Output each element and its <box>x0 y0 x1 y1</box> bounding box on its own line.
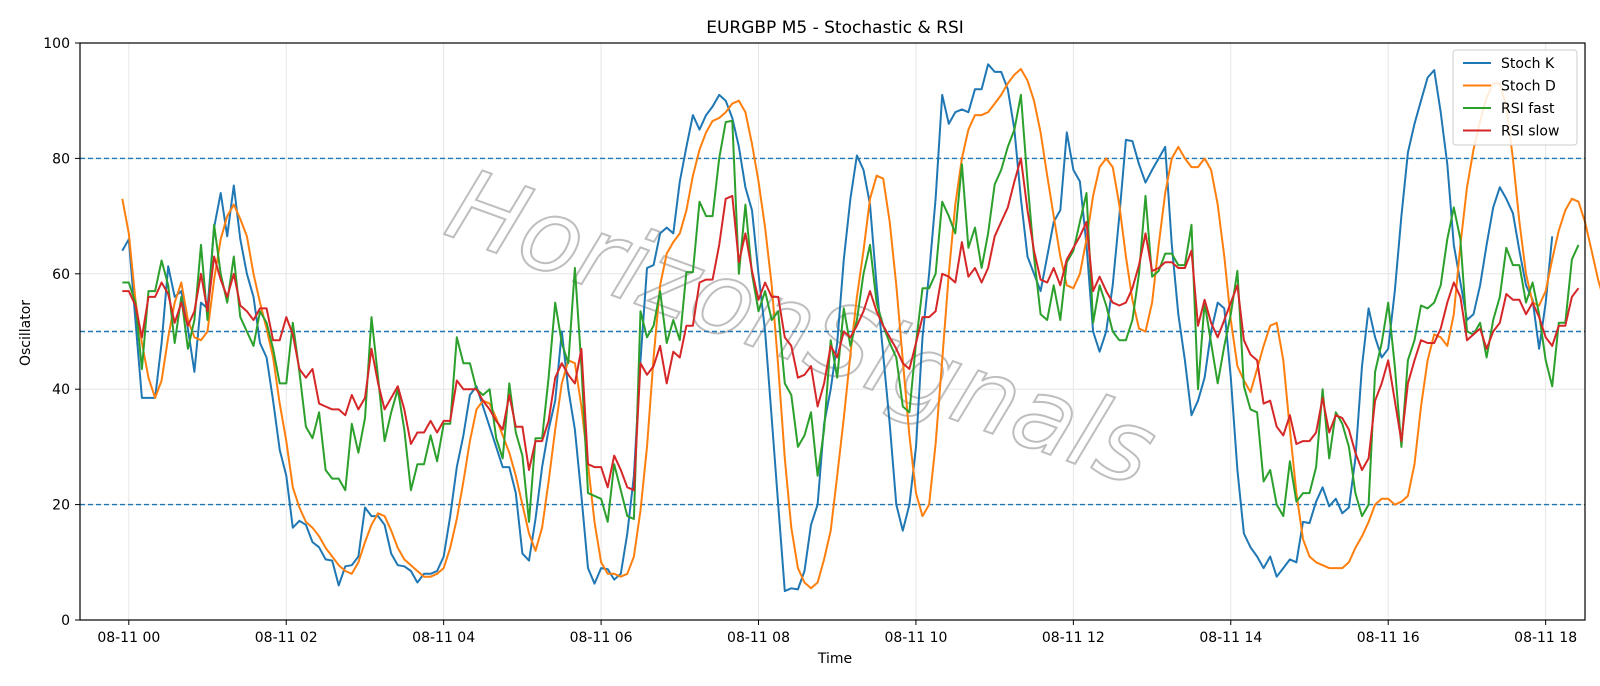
legend-label: Stoch K <box>1501 56 1555 72</box>
plot-frame <box>79 42 1586 621</box>
legend-box <box>1452 49 1578 146</box>
legend-label: RSI slow <box>1501 124 1559 140</box>
x-tick-label: 08-11 10 <box>884 630 947 646</box>
x-tick-label: 08-11 00 <box>97 630 160 646</box>
x-tick-label: 08-11 16 <box>1357 630 1420 646</box>
legend-label: RSI fast <box>1501 101 1555 117</box>
series-line-stoch-d <box>121 68 1600 590</box>
y-tick-label: 100 <box>43 36 70 52</box>
x-tick-label: 08-11 04 <box>412 630 475 646</box>
series-line-stoch-k <box>121 63 1554 593</box>
x-tick-label: 08-11 02 <box>255 630 318 646</box>
x-tick-label: 08-11 06 <box>570 630 633 646</box>
x-tick-label: 08-11 18 <box>1514 630 1577 646</box>
y-tick-label: 0 <box>61 613 70 629</box>
y-axis-label: Oscillator <box>18 300 34 366</box>
legend-label: Stoch D <box>1501 79 1556 95</box>
chart-title: EURGBP M5 - Stochastic & RSI <box>706 18 964 38</box>
x-tick-label: 08-11 12 <box>1042 630 1105 646</box>
y-tick-label: 40 <box>52 382 70 398</box>
y-tick-label: 60 <box>52 267 70 283</box>
x-tick-label: 08-11 08 <box>727 630 790 646</box>
x-axis-label: Time <box>817 651 852 667</box>
series-line-rsi-slow <box>122 157 1580 492</box>
series-line-rsi-fast <box>122 93 1580 523</box>
y-tick-label: 80 <box>52 151 70 167</box>
x-tick-label: 08-11 14 <box>1199 630 1262 646</box>
y-tick-label: 20 <box>52 498 70 514</box>
legend: Stoch K Stoch D RSI fast RSI slow <box>1452 49 1578 146</box>
